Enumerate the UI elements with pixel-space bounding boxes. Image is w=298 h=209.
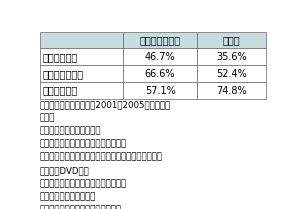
Bar xyxy=(123,32,197,48)
Bar xyxy=(197,65,266,82)
Text: 46.7%: 46.7% xyxy=(145,52,176,62)
Text: （社）日本レコード協会資料: （社）日本レコード協会資料 xyxy=(40,205,122,209)
Text: を利用: を利用 xyxy=(40,113,55,122)
Text: 57.1%: 57.1% xyxy=(145,86,176,96)
Text: 映画（邦画）: 映画（邦画） xyxy=(42,52,77,62)
Text: （社）日本映画製作者連盟資料: （社）日本映画製作者連盟資料 xyxy=(40,139,127,149)
Bar xyxy=(123,48,197,65)
Bar xyxy=(197,32,266,48)
Text: 映画：公開本数、興行收入: 映画：公開本数、興行收入 xyxy=(40,126,101,135)
Text: 音楽（邦楽）: 音楽（邦楽） xyxy=(42,86,77,96)
Text: 35.6%: 35.6% xyxy=(216,52,247,62)
Text: （社）日本映像ソフト協会資料: （社）日本映像ソフト協会資料 xyxy=(40,179,127,188)
Text: DVD等）: DVD等） xyxy=(40,166,89,175)
Bar xyxy=(40,48,123,65)
Text: ビデオ：ビデオカセット新作数、出荷額（カセット、: ビデオ：ビデオカセット新作数、出荷額（カセット、 xyxy=(40,153,163,162)
Bar xyxy=(40,32,123,48)
Bar xyxy=(40,65,123,82)
Bar xyxy=(123,65,197,82)
Text: 74.8%: 74.8% xyxy=(216,86,247,96)
Text: 売上高: 売上高 xyxy=(223,35,240,45)
Text: 以下の資料により作成、2001～2005年のデータ: 以下の資料により作成、2001～2005年のデータ xyxy=(40,100,171,109)
Bar xyxy=(40,82,123,99)
Bar xyxy=(197,82,266,99)
Text: 66.6%: 66.6% xyxy=(145,69,175,79)
Text: 発売タイトル数: 発売タイトル数 xyxy=(139,35,181,45)
Bar xyxy=(197,48,266,65)
Text: 52.4%: 52.4% xyxy=(216,69,247,79)
Text: 音楽：新譜数、生産金額: 音楽：新譜数、生産金額 xyxy=(40,192,96,201)
Bar xyxy=(123,82,197,99)
Text: ビデオ（国産）: ビデオ（国産） xyxy=(42,69,83,79)
